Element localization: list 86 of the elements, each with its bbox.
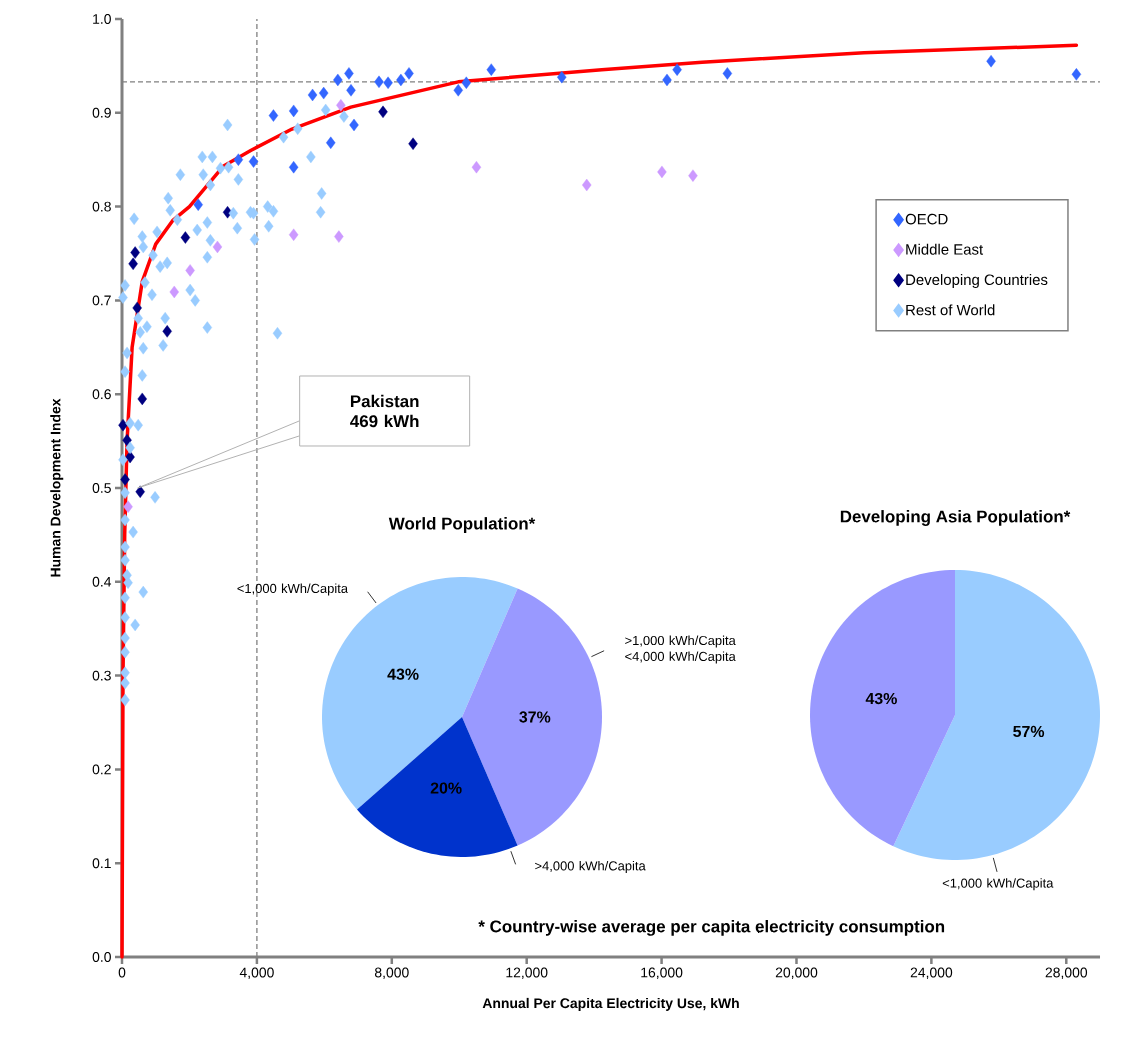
point bbox=[162, 325, 172, 338]
point bbox=[333, 73, 343, 87]
point bbox=[582, 178, 592, 192]
data-label: 57% bbox=[1013, 725, 1045, 738]
point bbox=[288, 104, 299, 118]
point bbox=[378, 105, 388, 119]
legend-label: Rest of World bbox=[906, 304, 995, 316]
annotation: Pakistan 469 kWh bbox=[350, 394, 419, 428]
point bbox=[453, 84, 463, 97]
y-tick-label: 0.8 bbox=[92, 201, 111, 212]
x-tick-label: 0 bbox=[118, 967, 126, 978]
point bbox=[212, 240, 223, 254]
point bbox=[120, 473, 130, 486]
legend-label: Middle East bbox=[906, 243, 984, 255]
point bbox=[374, 75, 384, 89]
y-tick-label: 0.4 bbox=[92, 576, 112, 587]
x-axis-title: Annual Per Capita Electricity Use, kWh bbox=[482, 997, 739, 1011]
data-label: 43% bbox=[865, 692, 897, 705]
chart-title: World Population* bbox=[388, 517, 536, 533]
point bbox=[672, 63, 682, 76]
annotation: * Country-wise average per capita electricity consumption bbox=[478, 919, 945, 936]
x-tick-label: 4,000 bbox=[239, 967, 274, 980]
slice-label: >4,000 kWh/Capita bbox=[535, 860, 646, 873]
y-tick-label: 0.3 bbox=[92, 670, 111, 681]
point bbox=[662, 73, 672, 87]
point bbox=[557, 70, 567, 84]
point bbox=[404, 67, 414, 80]
point bbox=[288, 228, 299, 241]
data-label: 37% bbox=[519, 711, 551, 723]
point bbox=[193, 198, 203, 211]
point bbox=[169, 285, 179, 299]
x-tick-label: 24,000 bbox=[910, 967, 953, 980]
y-axis-title: Human Development Index bbox=[50, 398, 64, 577]
point bbox=[408, 137, 418, 150]
slice-label: <1,000 kWh/Capita bbox=[237, 583, 349, 596]
line-series bbox=[120, 43, 1079, 959]
point bbox=[486, 63, 496, 76]
point bbox=[722, 67, 733, 80]
point bbox=[233, 153, 244, 166]
slice-label: >1,000 kWh/Capita <4,000 kWh/Capita bbox=[625, 635, 736, 664]
point bbox=[344, 67, 354, 80]
point bbox=[135, 485, 145, 498]
y-tick-label: 0.5 bbox=[92, 483, 111, 493]
legend-label: Developing Countries bbox=[906, 274, 1048, 288]
x-tick-label: 8,000 bbox=[374, 967, 409, 980]
point bbox=[137, 392, 147, 406]
point bbox=[471, 161, 482, 174]
y-tick-label: 0.1 bbox=[92, 858, 111, 869]
y-tick-label: 0.0 bbox=[92, 952, 111, 962]
x-tick-label: 12,000 bbox=[506, 967, 548, 980]
point bbox=[132, 301, 142, 315]
slice-label: <1,000 kWh/Capita bbox=[942, 878, 1054, 891]
legend-label: OECD bbox=[905, 213, 948, 225]
x-tick-label: 28,000 bbox=[1045, 967, 1088, 980]
point bbox=[326, 136, 336, 150]
point bbox=[307, 88, 318, 102]
point bbox=[986, 55, 996, 68]
chart-title: Developing Asia Population* bbox=[840, 510, 1071, 526]
point bbox=[130, 246, 140, 259]
point bbox=[185, 264, 195, 277]
point bbox=[336, 99, 346, 112]
point bbox=[461, 76, 472, 89]
point bbox=[288, 161, 299, 174]
point bbox=[318, 86, 329, 100]
point bbox=[334, 230, 344, 243]
y-tick-label: 0.9 bbox=[92, 107, 111, 118]
data-label: 20% bbox=[430, 782, 462, 794]
point bbox=[1071, 68, 1082, 81]
point bbox=[248, 155, 259, 168]
point bbox=[396, 73, 406, 87]
y-tick-label: 0.2 bbox=[92, 764, 111, 775]
x-tick-label: 16,000 bbox=[641, 967, 683, 980]
point bbox=[123, 500, 133, 513]
y-tick-label: 1.0 bbox=[93, 14, 111, 24]
y-tick-label: 0.6 bbox=[92, 389, 111, 400]
point bbox=[268, 109, 279, 122]
point bbox=[688, 169, 698, 182]
y-tick-label: 0.7 bbox=[92, 295, 111, 306]
point bbox=[346, 84, 356, 97]
point bbox=[383, 76, 393, 89]
x-tick-label: 20,000 bbox=[775, 967, 818, 980]
point bbox=[349, 118, 359, 132]
point bbox=[180, 231, 191, 244]
data-label: 43% bbox=[387, 668, 419, 680]
point bbox=[657, 165, 667, 179]
point bbox=[128, 257, 138, 271]
